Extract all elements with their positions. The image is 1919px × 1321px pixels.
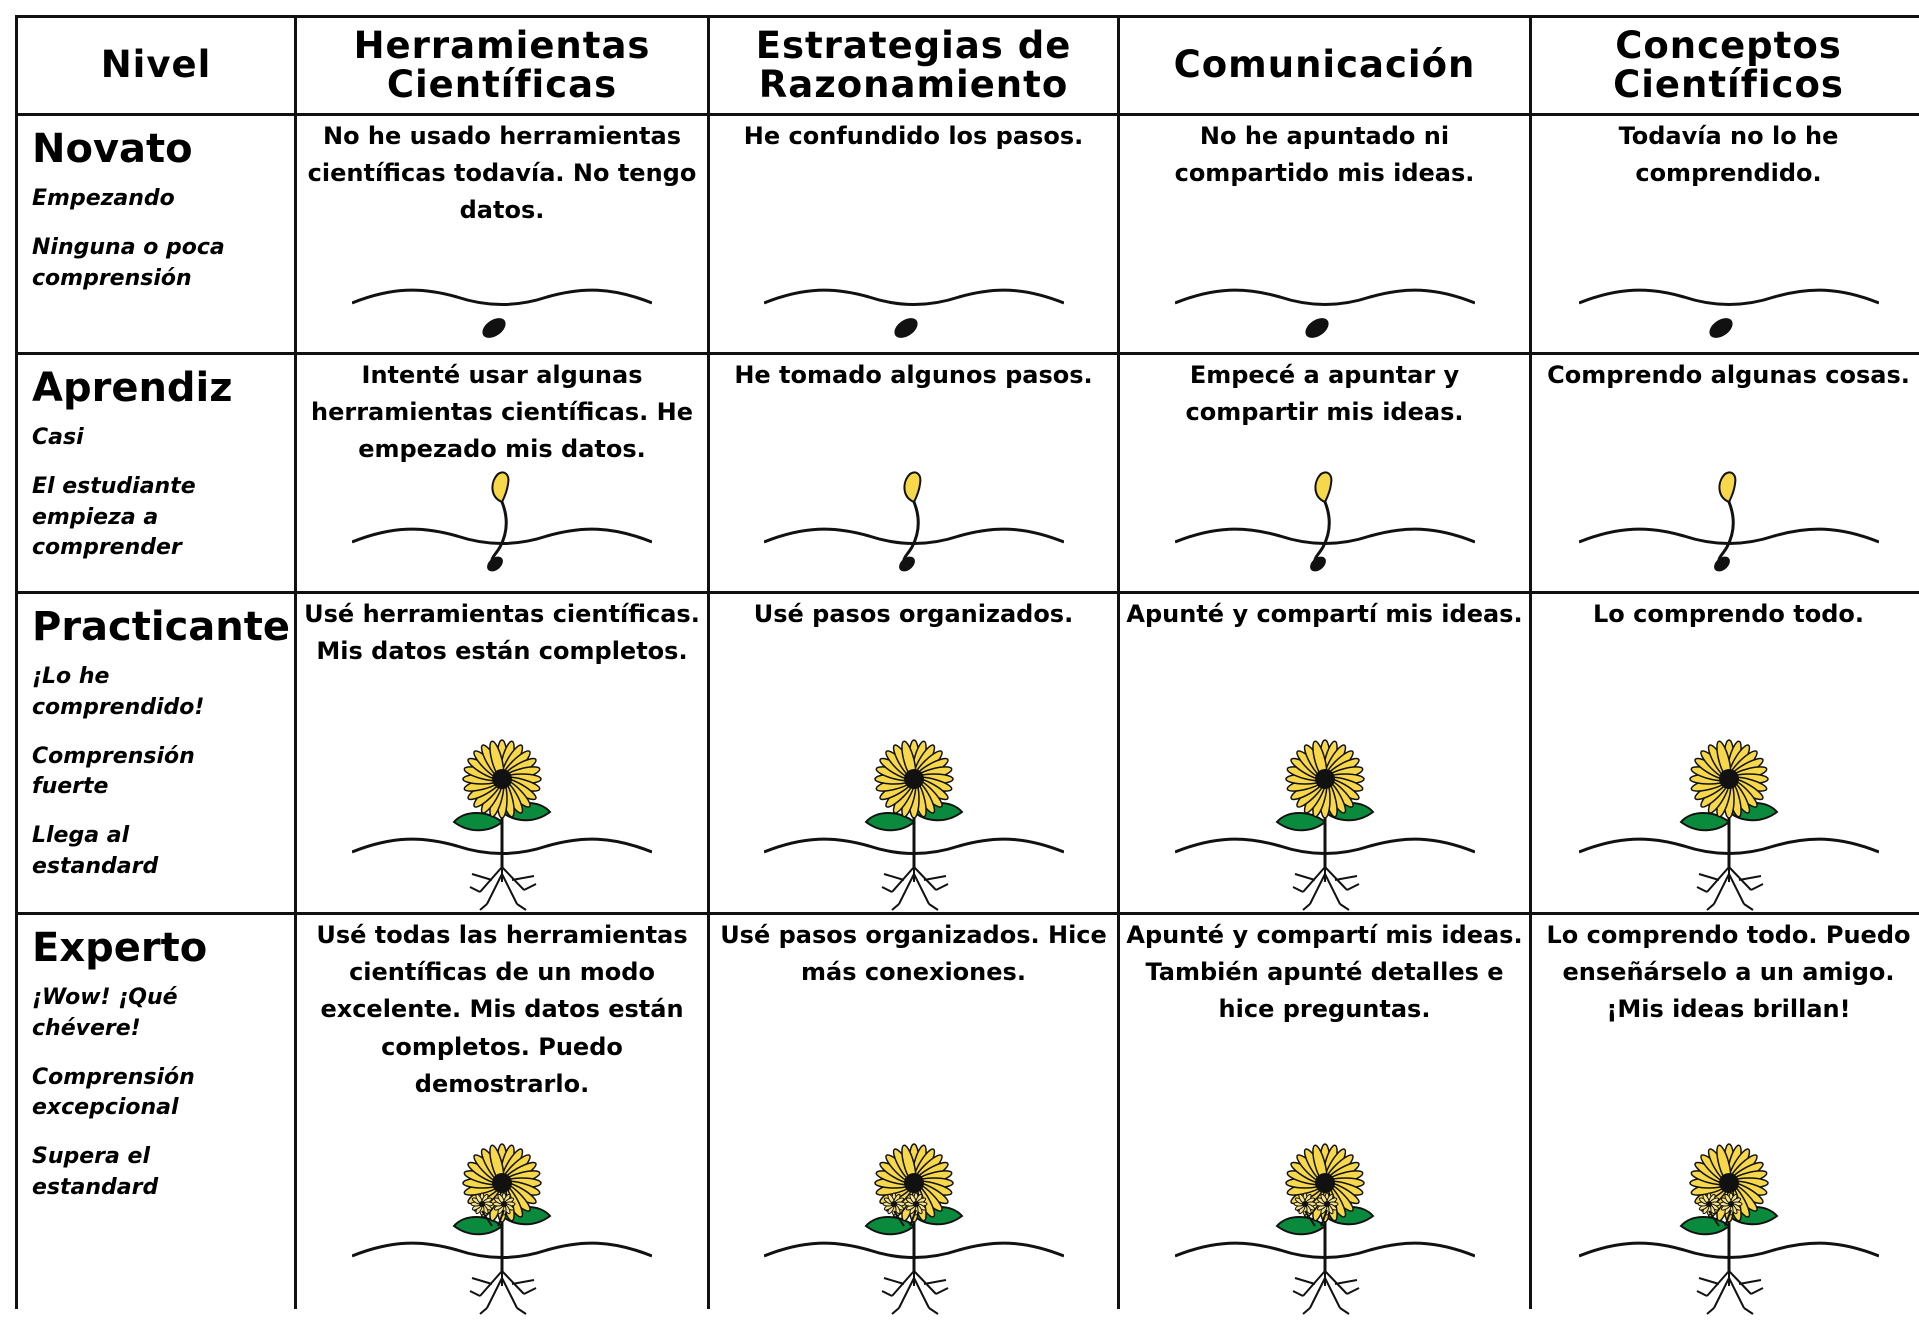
rubric-cell: Lo comprendo todo. bbox=[1532, 594, 1919, 912]
level-descriptor: Llega al estandard bbox=[32, 823, 159, 879]
rubric-cell: No he usado herramientas científicas tod… bbox=[297, 116, 707, 352]
column-header: Estrategias de Razonamiento bbox=[710, 18, 1117, 113]
cell-text: Usé herramientas científicas. Mis datos … bbox=[304, 600, 700, 666]
level-cell: Novato Empezando Ninguna o poca comprensió… bbox=[18, 116, 294, 352]
plant-illustration bbox=[764, 1056, 1064, 1316]
level-descriptor: ¡Lo he comprendido! bbox=[32, 664, 205, 720]
cell-text: No he usado herramientas científicas tod… bbox=[307, 122, 697, 225]
level-name: Practicante bbox=[32, 604, 291, 650]
column-header: Comunicación bbox=[1120, 18, 1529, 113]
cell-text: Todavía no lo he comprendido. bbox=[1618, 122, 1839, 188]
column-header: Nivel bbox=[18, 18, 294, 113]
cell-text: He confundido los pasos. bbox=[743, 122, 1084, 150]
cell-text: No he apuntado ni compartido mis ideas. bbox=[1174, 122, 1475, 188]
rubric-cell: Apunté y compartí mis ideas. bbox=[1120, 594, 1529, 912]
plant-illustration bbox=[1579, 116, 1879, 352]
level-cell: Experto ¡Wow! ¡Qué chévere! Comprensión ex… bbox=[18, 915, 294, 1321]
plant-illustration bbox=[764, 355, 1064, 591]
plant-illustration bbox=[352, 116, 652, 352]
plant-illustration bbox=[1579, 652, 1879, 912]
header-line: Razonamiento bbox=[758, 62, 1069, 106]
header-line: Conceptos bbox=[1615, 23, 1842, 67]
column-header: Herramientas Científicas bbox=[297, 18, 707, 113]
level-name: Aprendiz bbox=[32, 365, 233, 411]
cell-text: Intenté usar algunas herramientas cientí… bbox=[311, 361, 693, 464]
plant-illustration bbox=[1175, 1056, 1475, 1316]
cell-text: Empecé a apuntar y compartir mis ideas. bbox=[1185, 361, 1464, 427]
rubric-cell: Comprendo algunas cosas. bbox=[1532, 355, 1919, 591]
rubric-cell: Empecé a apuntar y compartir mis ideas. bbox=[1120, 355, 1529, 591]
plant-illustration bbox=[352, 355, 652, 591]
rubric-cell: Usé herramientas científicas. Mis datos … bbox=[297, 594, 707, 912]
plant-illustration bbox=[1175, 652, 1475, 912]
plant-illustration bbox=[352, 652, 652, 912]
plant-illustration bbox=[764, 652, 1064, 912]
level-name: Experto bbox=[32, 925, 208, 971]
level-descriptor: Casi bbox=[32, 425, 84, 450]
cell-text: Lo comprendo todo. Puedo enseñárselo a u… bbox=[1546, 921, 1911, 1024]
column-header: Conceptos Científicos bbox=[1532, 18, 1919, 113]
cell-text: Apunté y compartí mis ideas. bbox=[1126, 600, 1523, 628]
cell-text: He tomado algunos pasos. bbox=[734, 361, 1093, 389]
plant-illustration bbox=[1579, 1056, 1879, 1316]
header-line: Científicos bbox=[1613, 62, 1844, 106]
plant-illustration bbox=[1175, 116, 1475, 352]
rubric-cell: No he apuntado ni compartido mis ideas. bbox=[1120, 116, 1529, 352]
level-descriptor: Ninguna o poca comprensión bbox=[32, 234, 225, 291]
plant-illustration bbox=[764, 116, 1064, 352]
plant-illustration bbox=[1175, 355, 1475, 591]
level-cell: Aprendiz Casi El estudiante empieza a comp… bbox=[18, 355, 294, 591]
header-line: Nivel bbox=[100, 43, 212, 87]
level-descriptor: Empezando bbox=[32, 186, 175, 211]
level-descriptor: Comprensión fuerte bbox=[32, 743, 195, 800]
cell-text: Apunté y compartí mis ideas. También apu… bbox=[1126, 921, 1523, 1024]
rubric-cell: Usé pasos organizados. Hice más conexion… bbox=[710, 915, 1117, 1321]
level-descriptor: Comprensión excepcional bbox=[32, 1064, 195, 1121]
header-line: Comunicación bbox=[1173, 43, 1476, 87]
cell-text: Usé pasos organizados. Hice más conexion… bbox=[720, 921, 1107, 987]
header-line: Herramientas bbox=[353, 23, 651, 67]
header-line: Estrategias de bbox=[755, 23, 1072, 67]
rubric-cell: Usé pasos organizados. bbox=[710, 594, 1117, 912]
plant-illustration bbox=[352, 1056, 652, 1316]
level-descriptor: ¡Wow! ¡Qué chévere! bbox=[32, 985, 178, 1041]
rubric-cell: He confundido los pasos. bbox=[710, 116, 1117, 352]
cell-text: Comprendo algunas cosas. bbox=[1547, 361, 1910, 389]
cell-text: Usé todas las herramientas científicas d… bbox=[316, 921, 688, 1098]
rubric-cell: Apunté y compartí mis ideas. También apu… bbox=[1120, 915, 1529, 1321]
level-name: Novato bbox=[32, 126, 193, 172]
rubric-cell: Todavía no lo he comprendido. bbox=[1532, 116, 1919, 352]
cell-text: Lo comprendo todo. bbox=[1592, 600, 1864, 628]
level-cell: Practicante ¡Lo he comprendido! Comprensió… bbox=[18, 594, 294, 912]
rubric-table: Nivel Herramientas Científicas Estrategias … bbox=[15, 15, 1919, 1321]
header-line: Científicas bbox=[386, 62, 618, 106]
cell-text: Usé pasos organizados. bbox=[753, 600, 1074, 628]
level-descriptor: Supera el estandard bbox=[32, 1144, 159, 1200]
rubric-cell: Lo comprendo todo. Puedo enseñárselo a u… bbox=[1532, 915, 1919, 1321]
rubric-cell: Intenté usar algunas herramientas cientí… bbox=[297, 355, 707, 591]
rubric-cell: Usé todas las herramientas científicas d… bbox=[297, 915, 707, 1321]
level-descriptor: El estudiante empieza a comprender bbox=[32, 473, 196, 561]
plant-illustration bbox=[1579, 355, 1879, 591]
rubric-cell: He tomado algunos pasos. bbox=[710, 355, 1117, 591]
